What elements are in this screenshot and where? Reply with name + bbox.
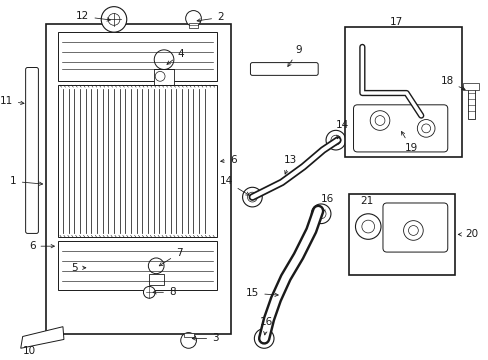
Text: 10: 10: [22, 346, 36, 356]
Text: 7: 7: [159, 248, 182, 266]
Circle shape: [148, 258, 163, 274]
Bar: [58, 32, 217, 81]
Polygon shape: [20, 327, 64, 348]
Text: 14: 14: [335, 121, 348, 139]
Text: 6: 6: [29, 241, 54, 251]
Circle shape: [185, 10, 201, 26]
Bar: [58, 241, 217, 291]
Bar: [188, 23, 198, 28]
Circle shape: [316, 209, 325, 219]
Text: 16: 16: [321, 194, 334, 212]
Text: 14: 14: [219, 176, 249, 195]
Circle shape: [154, 50, 174, 69]
Text: 4: 4: [166, 49, 184, 64]
Bar: [154, 69, 174, 85]
Bar: [46, 24, 230, 334]
Text: 6: 6: [220, 155, 236, 165]
Text: 16: 16: [260, 317, 273, 335]
Circle shape: [311, 204, 330, 224]
FancyBboxPatch shape: [382, 203, 447, 252]
Bar: [58, 85, 217, 237]
FancyBboxPatch shape: [250, 63, 318, 75]
Circle shape: [108, 14, 120, 25]
Circle shape: [181, 333, 196, 348]
FancyBboxPatch shape: [353, 105, 447, 152]
Text: 20: 20: [457, 229, 478, 239]
Circle shape: [407, 226, 417, 235]
Text: 8: 8: [153, 287, 175, 297]
Circle shape: [421, 124, 430, 133]
Circle shape: [355, 214, 380, 239]
Text: 2: 2: [197, 13, 223, 22]
Circle shape: [403, 221, 422, 240]
Text: 13: 13: [283, 155, 297, 174]
Circle shape: [101, 6, 126, 32]
Text: 18: 18: [440, 76, 464, 90]
Text: 19: 19: [401, 131, 417, 153]
Circle shape: [242, 187, 262, 207]
Circle shape: [155, 71, 165, 81]
Text: 1: 1: [10, 176, 42, 186]
Text: 3: 3: [192, 333, 218, 343]
Circle shape: [416, 120, 434, 137]
Text: 11: 11: [0, 96, 24, 106]
Bar: [468, 87, 474, 118]
FancyBboxPatch shape: [25, 68, 39, 233]
Bar: [149, 274, 163, 285]
Text: 9: 9: [287, 45, 302, 67]
Circle shape: [374, 116, 384, 125]
Circle shape: [361, 220, 374, 233]
Circle shape: [247, 192, 257, 202]
Circle shape: [330, 135, 340, 145]
Circle shape: [259, 334, 268, 343]
Circle shape: [254, 329, 273, 348]
Text: 12: 12: [76, 12, 110, 22]
Circle shape: [369, 111, 389, 130]
Text: 17: 17: [389, 17, 403, 27]
Circle shape: [325, 130, 345, 150]
Bar: [463, 83, 478, 90]
Text: 15: 15: [245, 288, 278, 298]
Bar: [344, 27, 462, 157]
Text: 21: 21: [360, 196, 373, 206]
Bar: [183, 333, 193, 337]
Text: 5: 5: [71, 263, 85, 273]
Circle shape: [143, 287, 155, 298]
Bar: [348, 194, 454, 275]
